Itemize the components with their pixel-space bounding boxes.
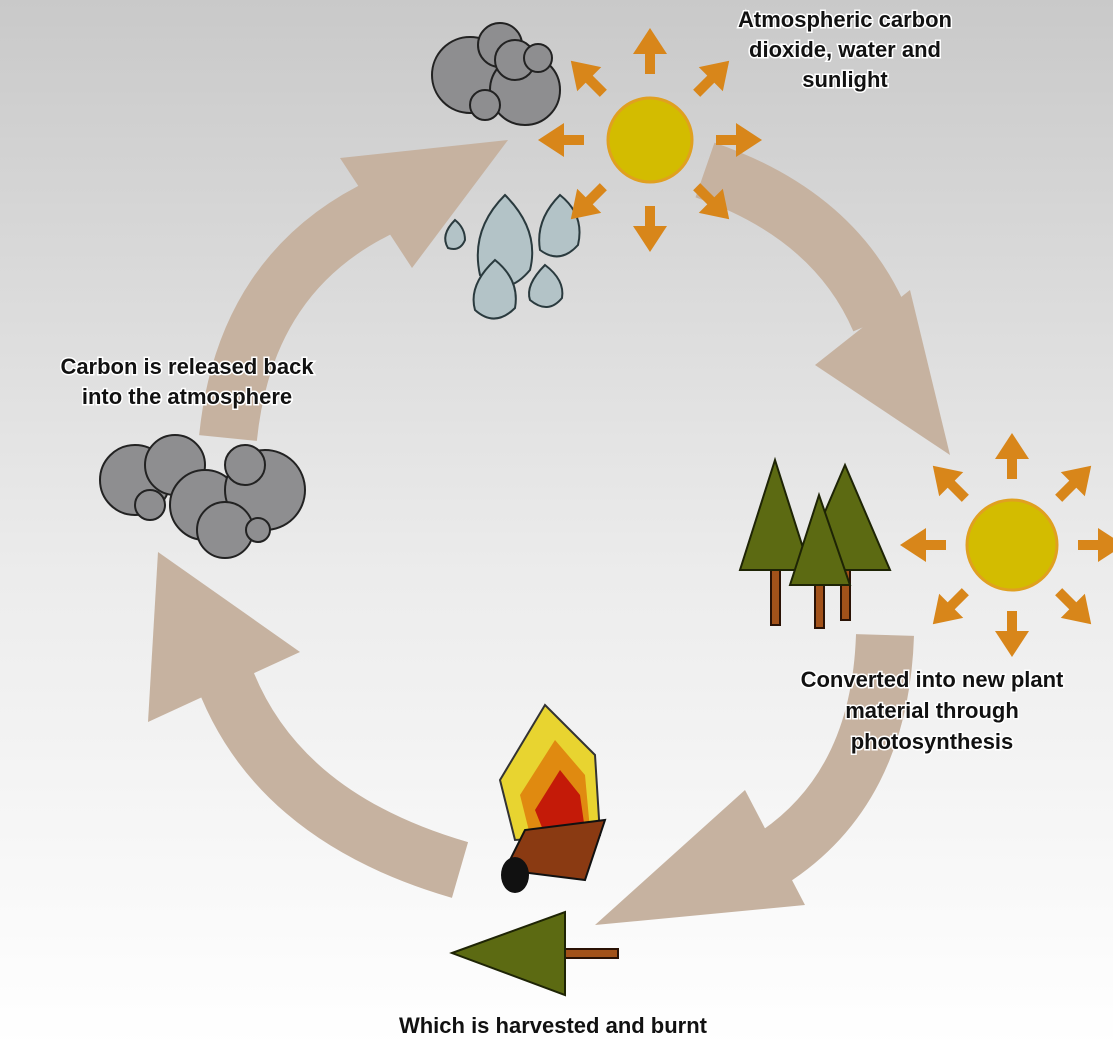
label-line: into the atmosphere bbox=[82, 384, 292, 409]
sun bbox=[967, 500, 1057, 590]
label-line: Carbon is released back bbox=[60, 354, 314, 379]
label-line: Atmospheric carbon bbox=[738, 7, 952, 32]
sun bbox=[608, 98, 692, 182]
background bbox=[0, 0, 1113, 1047]
label-line: dioxide, water and bbox=[749, 37, 941, 62]
diagram: Atmospheric carbon dioxide, water and su… bbox=[0, 0, 1113, 1047]
label-line: material through bbox=[845, 698, 1019, 723]
label-line: Converted into new plant bbox=[801, 667, 1064, 692]
label-line: sunlight bbox=[802, 67, 888, 92]
label-line: photosynthesis bbox=[851, 729, 1014, 754]
label-line: Which is harvested and burnt bbox=[399, 1013, 708, 1038]
